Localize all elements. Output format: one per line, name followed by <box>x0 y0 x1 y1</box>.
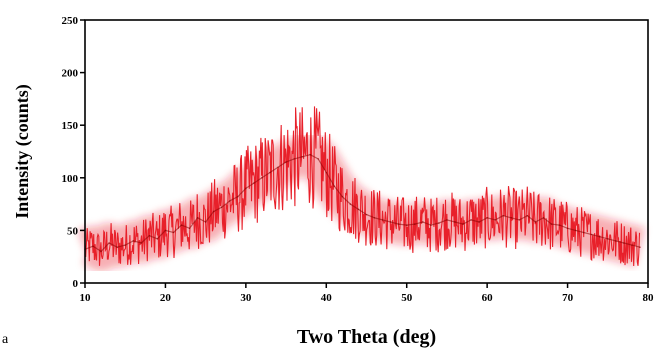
x-axis-label: Two Theta (deg) <box>297 326 436 348</box>
data-point <box>365 213 368 216</box>
data-point <box>116 246 118 249</box>
data-point <box>494 219 496 221</box>
data-point <box>212 210 215 213</box>
data-point <box>590 233 593 236</box>
data-point <box>261 177 263 179</box>
data-point <box>277 166 279 169</box>
data-point <box>598 235 601 238</box>
data-point <box>582 231 585 234</box>
data-point <box>196 216 199 219</box>
data-point <box>502 214 505 217</box>
data-point <box>381 219 384 221</box>
data-point <box>623 242 625 244</box>
data-point <box>389 221 392 223</box>
y-tick-label: 200 <box>62 68 79 80</box>
data-point <box>245 187 247 190</box>
data-point <box>108 242 110 244</box>
data-point <box>558 224 561 226</box>
data-point <box>639 246 641 249</box>
data-point <box>574 229 577 232</box>
x-tick-label: 80 <box>643 292 655 304</box>
y-axis-ticks: 0 50 100 150 200 250 <box>62 15 85 290</box>
data-points <box>84 153 641 253</box>
series-noise <box>84 106 641 267</box>
data-point <box>534 221 537 223</box>
data-point <box>397 223 400 225</box>
data-point <box>349 203 352 205</box>
plot-area-frame <box>84 19 649 284</box>
data-point <box>325 171 328 174</box>
data-point <box>615 240 617 242</box>
y-tick-label: 50 <box>67 225 79 237</box>
x-tick-label: 20 <box>160 292 172 304</box>
x-tick-label: 40 <box>321 292 333 304</box>
data-point <box>140 242 143 244</box>
data-point <box>454 221 456 223</box>
data-point <box>510 216 513 219</box>
x-tick-label: 10 <box>80 292 92 304</box>
data-point <box>422 221 424 223</box>
data-point <box>341 195 344 198</box>
y-tick-label: 100 <box>62 173 79 185</box>
data-point <box>164 229 167 232</box>
data-point <box>148 234 151 237</box>
data-point <box>550 223 553 225</box>
data-point <box>373 216 376 219</box>
data-point <box>526 214 529 217</box>
data-point <box>405 224 408 226</box>
data-point <box>269 171 271 174</box>
data-point <box>204 221 207 223</box>
x-axis-ticks: 10 20 30 40 50 60 70 80 <box>80 283 655 304</box>
data-point <box>237 195 239 198</box>
series-noise-trace <box>84 106 641 267</box>
data-point <box>188 227 191 230</box>
data-point <box>92 245 94 247</box>
data-point <box>100 250 102 253</box>
x-tick-label: 60 <box>482 292 494 304</box>
data-point <box>156 238 159 240</box>
data-point <box>132 240 135 242</box>
data-point <box>438 222 440 224</box>
data-point <box>309 153 312 156</box>
data-point <box>542 216 545 219</box>
x-tick-label: 50 <box>401 292 413 304</box>
x-tick-label: 70 <box>562 292 574 304</box>
data-point <box>357 208 360 211</box>
data-point <box>566 227 569 230</box>
y-tick-label: 150 <box>62 120 79 132</box>
data-point <box>470 219 472 221</box>
data-point <box>285 161 287 163</box>
stray-letter: a <box>2 332 9 347</box>
data-point <box>518 219 521 221</box>
data-point <box>462 223 464 225</box>
data-point <box>228 200 231 202</box>
x-tick-label: 30 <box>240 292 252 304</box>
data-point <box>124 244 127 246</box>
data-point <box>333 185 336 188</box>
data-point <box>631 244 633 246</box>
data-point <box>430 224 432 226</box>
data-point <box>293 158 295 160</box>
data-point <box>486 216 488 219</box>
data-point <box>301 155 303 158</box>
y-tick-label: 0 <box>73 278 79 290</box>
y-tick-label: 250 <box>62 15 79 27</box>
data-point <box>606 238 609 240</box>
data-point <box>180 224 183 226</box>
data-point <box>478 221 480 223</box>
y-axis-label: Intensity (counts) <box>12 84 33 219</box>
data-point <box>253 182 255 184</box>
data-point <box>446 219 448 221</box>
data-point <box>317 158 320 160</box>
data-point <box>172 231 175 234</box>
series-line <box>84 154 641 253</box>
data-point <box>220 206 223 209</box>
data-point <box>413 223 416 225</box>
